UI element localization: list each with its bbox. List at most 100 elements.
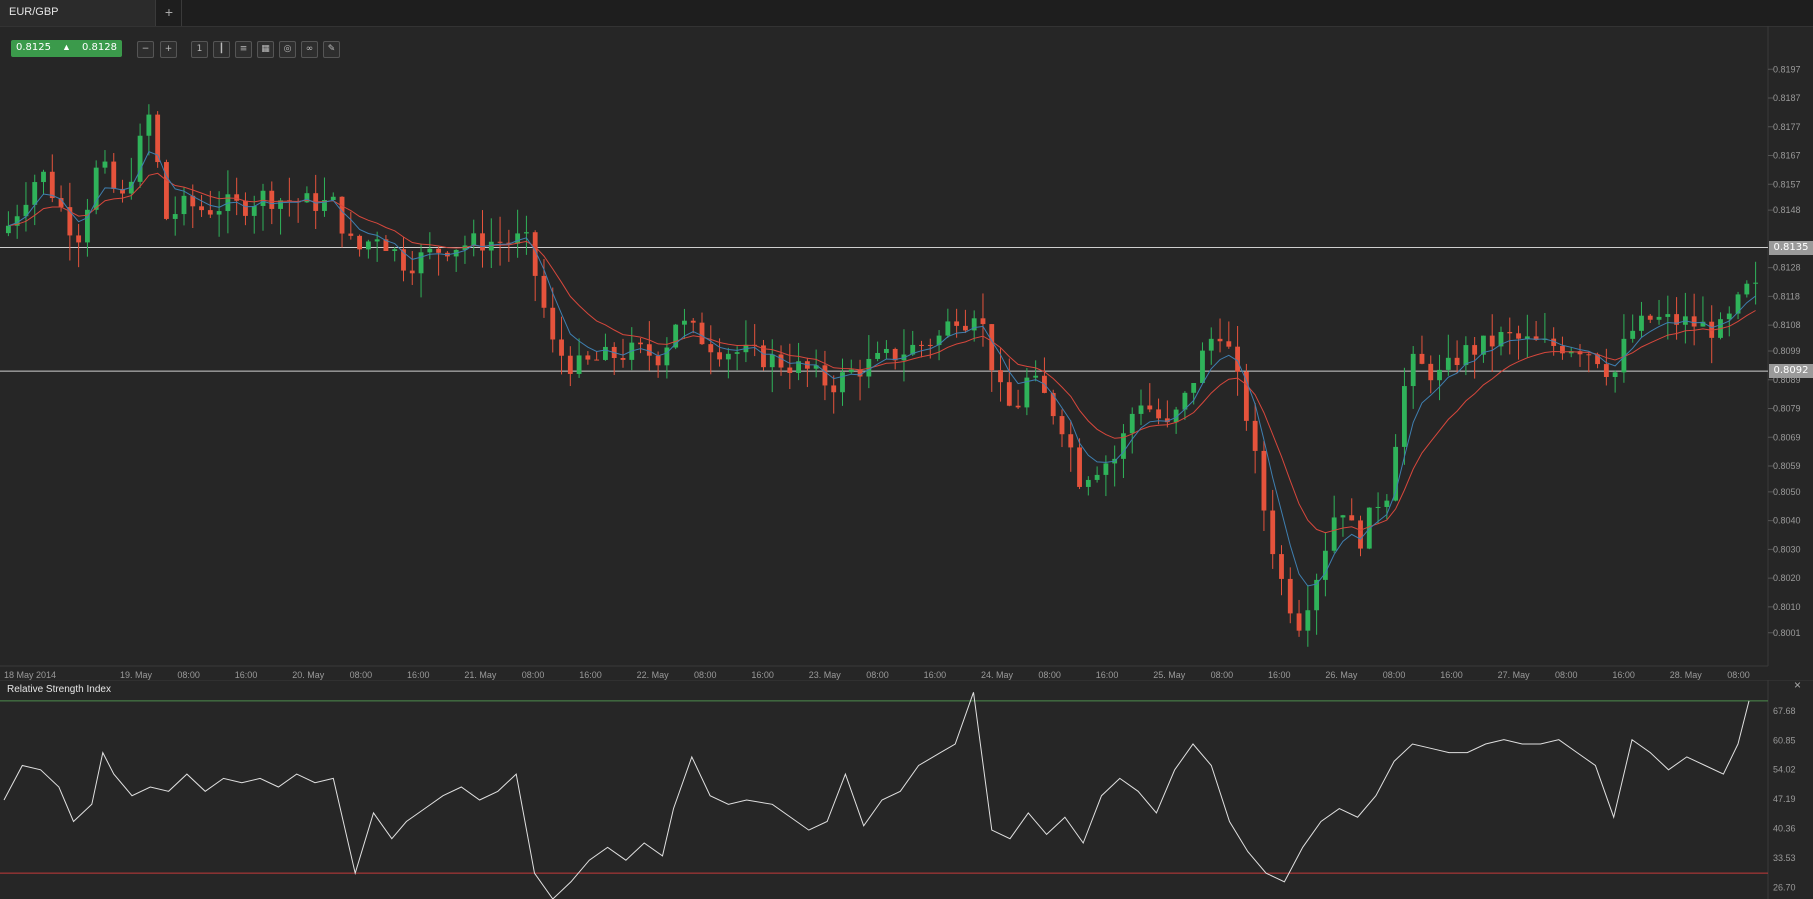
y-tick-label: 0.8050 <box>1773 487 1801 497</box>
x-tick-label: 08:00 <box>1383 670 1406 680</box>
candle-body <box>260 190 266 206</box>
candle-body <box>638 342 643 345</box>
tab-label: EUR/GBP <box>9 6 59 18</box>
candle-body <box>892 348 898 361</box>
candle-body <box>1182 392 1188 410</box>
y-tick-label: 0.8030 <box>1773 544 1801 554</box>
candle-body <box>1235 346 1241 372</box>
x-tick-label: 08:00 <box>866 670 889 680</box>
close-icon[interactable]: × <box>1794 678 1802 692</box>
candle-body <box>541 275 547 308</box>
candle-body <box>1735 294 1741 314</box>
candle-body <box>1489 335 1495 347</box>
candle-body <box>708 344 714 353</box>
candle-body <box>1630 330 1636 339</box>
candle-body <box>857 369 863 377</box>
link-icon[interactable]: ∞ <box>301 41 318 58</box>
x-tick-label: 08:00 <box>350 670 373 680</box>
candle-body <box>690 320 696 323</box>
candle-body <box>1226 341 1232 347</box>
candle-body <box>1586 354 1592 356</box>
candle-body <box>58 198 64 208</box>
candle-body <box>251 205 257 216</box>
candle-body <box>23 204 29 217</box>
rsi-chart[interactable]: 67.68 60.85 54.02 47.19 40.36 33.53 26.70 <box>0 680 1813 899</box>
timeframe-icon[interactable]: 1 <box>191 41 208 58</box>
candle-body <box>682 320 687 325</box>
add-tab-button[interactable]: + <box>157 0 182 26</box>
candle-body <box>1331 517 1337 551</box>
rsi-title: Relative Strength Index <box>7 684 111 695</box>
candle-body <box>910 344 916 355</box>
ask-price: 0.8128 <box>82 42 117 53</box>
candle-body <box>523 232 529 234</box>
candle-body <box>1674 314 1680 325</box>
candle-body <box>1217 338 1223 342</box>
candle-body <box>1006 382 1012 406</box>
candle-body <box>919 344 924 346</box>
candle-body <box>1384 500 1390 507</box>
candle-body <box>1445 357 1451 370</box>
candle-body <box>1103 463 1109 475</box>
candles-icon[interactable]: ┃ <box>213 41 230 58</box>
zoom-in-icon[interactable]: + <box>160 41 177 58</box>
tab-eurgbp[interactable]: EUR/GBP <box>0 0 156 26</box>
indicators-icon[interactable]: ≡ <box>235 41 252 58</box>
zoom-out-icon[interactable]: − <box>137 41 154 58</box>
candle-body <box>506 242 512 244</box>
candle-body <box>1401 386 1407 447</box>
candle-body <box>1393 446 1399 501</box>
candle-body <box>1560 345 1565 354</box>
candle-body <box>787 367 793 373</box>
x-tick-label: 23. May <box>809 670 842 680</box>
edit-icon[interactable]: ✎ <box>323 41 340 58</box>
candle-body <box>1191 382 1197 393</box>
candle-body <box>1463 345 1469 366</box>
rsi-tick-label: 54.02 <box>1773 765 1796 775</box>
candle-body <box>1121 433 1126 459</box>
candle-body <box>199 206 204 211</box>
candle-body <box>1024 377 1030 408</box>
chart-type-icon[interactable]: ▦ <box>257 41 274 58</box>
candle-body <box>927 344 933 346</box>
candle-body <box>374 239 380 242</box>
candle-body <box>1314 579 1320 611</box>
ma-fast-line <box>8 150 1756 587</box>
x-tick-label: 16:00 <box>751 670 774 680</box>
x-tick-label: 16:00 <box>407 670 430 680</box>
candle-body <box>1498 332 1504 347</box>
y-tick-label: 0.8118 <box>1773 291 1800 301</box>
candle-body <box>559 339 564 356</box>
candle-body <box>164 162 169 219</box>
candle-body <box>1665 314 1671 317</box>
price-chart[interactable]: 0.8197 0.8187 0.8177 0.8167 0.8157 0.8148 0.81… <box>0 26 1813 680</box>
y-tick-label: 0.8010 <box>1773 602 1801 612</box>
candle-body <box>1077 447 1082 487</box>
candle-body <box>234 194 240 201</box>
candle-body <box>1568 351 1574 354</box>
candle-body <box>488 241 494 251</box>
x-tick-label: 24. May <box>981 670 1014 680</box>
candle-body <box>778 354 784 368</box>
candle-body <box>1059 416 1065 435</box>
candle-body <box>594 359 600 361</box>
y-tick-label: 0.8197 <box>1773 64 1801 74</box>
candle-body <box>1437 369 1442 381</box>
candle-body <box>243 200 248 216</box>
candle-body <box>769 354 775 368</box>
candle-body <box>761 345 766 368</box>
candle-body <box>111 161 117 189</box>
y-tick-label: 0.8128 <box>1773 263 1801 273</box>
quote-box[interactable]: 0.8125 ▲ 0.8128 <box>11 40 122 57</box>
snapshot-icon[interactable]: ◎ <box>279 41 296 58</box>
x-tick-label: 08:00 <box>1727 670 1750 680</box>
rsi-tick-label: 26.70 <box>1773 882 1796 892</box>
candle-body <box>1208 338 1214 351</box>
x-tick-label: 08:00 <box>694 670 717 680</box>
y-tick-label: 0.8099 <box>1773 346 1801 356</box>
candle-body <box>664 347 670 366</box>
candle-body <box>330 196 336 200</box>
candle-body <box>1726 313 1732 320</box>
candle-body <box>1279 554 1284 579</box>
x-tick-label: 16:00 <box>235 670 258 680</box>
